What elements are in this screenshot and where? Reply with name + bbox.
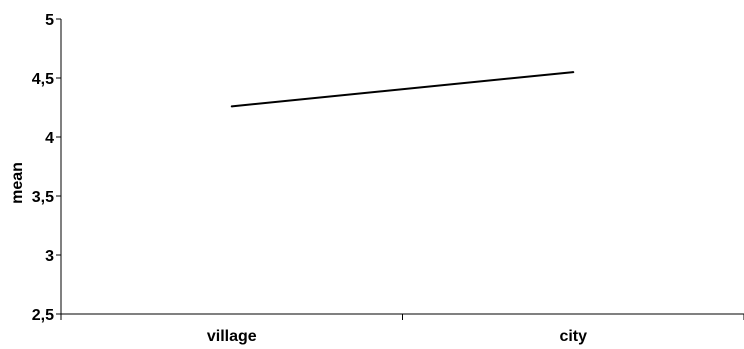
y-tick-label: 3,5 — [32, 189, 54, 206]
series-layer — [230, 71, 575, 108]
x-tick-label: village — [207, 328, 257, 345]
data-point — [572, 71, 575, 74]
x-axis: village city — [60, 313, 744, 345]
y-axis-title: mean — [9, 162, 26, 204]
y-tick-label: 4 — [45, 130, 54, 147]
y-tick-label: 4,5 — [32, 71, 54, 88]
y-tick-label: 3 — [45, 248, 54, 265]
y-axis: 2,5 3 3,5 4 4,5 5 — [32, 12, 62, 324]
series-line — [231, 71, 574, 108]
y-tick-label: 2,5 — [32, 307, 54, 324]
y-tick-label: 5 — [45, 12, 54, 29]
data-point — [230, 105, 233, 108]
x-tick-label: city — [559, 328, 587, 345]
y-tick-labels: 2,5 3 3,5 4 4,5 5 — [32, 12, 54, 324]
x-tick-labels: village city — [207, 328, 587, 345]
y-tick-marks — [56, 18, 61, 315]
x-tick-marks — [60, 314, 744, 320]
